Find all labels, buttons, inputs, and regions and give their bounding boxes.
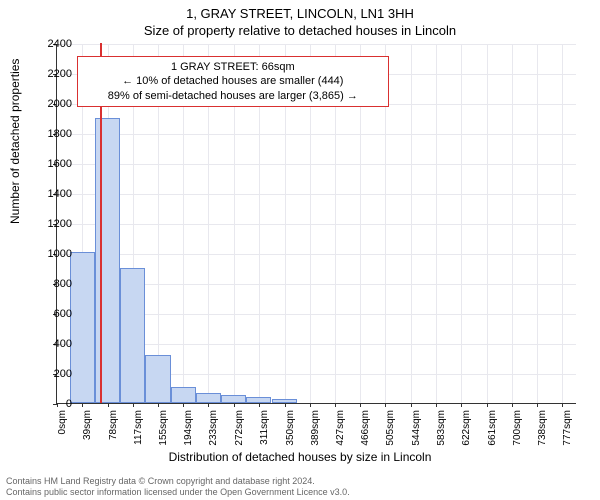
x-tick-label: 0sqm	[57, 410, 68, 434]
x-tick-label: 194sqm	[183, 410, 194, 446]
y-axis-label: Number of detached properties	[8, 59, 22, 224]
x-tick-label: 311sqm	[259, 410, 270, 445]
histogram-bar	[171, 387, 196, 404]
x-tick-label: 466sqm	[360, 410, 371, 446]
y-tick-label: 1800	[32, 128, 72, 140]
x-tick-label: 622sqm	[461, 410, 472, 446]
x-tick-label: 350sqm	[285, 410, 296, 446]
x-tick-label: 505sqm	[385, 410, 396, 446]
chart-title-sub: Size of property relative to detached ho…	[0, 21, 600, 38]
histogram-bar	[246, 397, 271, 403]
x-tick-label: 738sqm	[537, 410, 548, 446]
footer-line2: Contains public sector information licen…	[6, 487, 350, 498]
histogram-bar	[196, 393, 221, 404]
y-tick-label: 1000	[32, 248, 72, 260]
x-axis-label: Distribution of detached houses by size …	[0, 450, 600, 464]
y-tick-label: 2400	[32, 38, 72, 50]
y-tick-label: 800	[32, 278, 72, 290]
histogram-bar	[221, 395, 246, 403]
x-tick-label: 78sqm	[108, 410, 119, 440]
footer-line1: Contains HM Land Registry data © Crown c…	[6, 476, 350, 487]
y-tick-label: 2200	[32, 68, 72, 80]
y-tick-label: 1400	[32, 188, 72, 200]
y-tick-label: 200	[32, 368, 72, 380]
annotation-line2: ← 10% of detached houses are smaller (44…	[84, 74, 382, 88]
y-tick-label: 600	[32, 308, 72, 320]
histogram-bar	[70, 252, 95, 404]
x-tick-label: 427sqm	[335, 410, 346, 446]
histogram-bar	[95, 118, 120, 403]
histogram-bar	[145, 355, 170, 403]
histogram-bar	[272, 399, 297, 404]
annotation-box: 1 GRAY STREET: 66sqm ← 10% of detached h…	[77, 56, 389, 107]
x-tick-label: 777sqm	[562, 410, 573, 446]
x-tick-label: 39sqm	[82, 410, 93, 440]
x-tick-label: 583sqm	[436, 410, 447, 446]
y-tick-label: 2000	[32, 98, 72, 110]
x-tick-label: 700sqm	[512, 410, 523, 446]
x-tick-label: 389sqm	[310, 410, 321, 446]
y-tick-label: 1600	[32, 158, 72, 170]
x-tick-label: 155sqm	[158, 410, 169, 446]
x-tick-label: 272sqm	[234, 410, 245, 446]
y-tick-label: 0	[32, 398, 72, 410]
x-tick-label: 117sqm	[133, 410, 144, 445]
x-tick-label: 661sqm	[487, 410, 498, 446]
histogram-bar	[120, 268, 145, 403]
chart-area: 0sqm39sqm78sqm117sqm155sqm194sqm233sqm27…	[56, 44, 576, 404]
chart-title-main: 1, GRAY STREET, LINCOLN, LN1 3HH	[0, 0, 600, 21]
x-tick-label: 544sqm	[411, 410, 422, 446]
annotation-line3: 89% of semi-detached houses are larger (…	[84, 89, 382, 103]
annotation-line1: 1 GRAY STREET: 66sqm	[84, 60, 382, 74]
x-tick-label: 233sqm	[208, 410, 219, 446]
footer-attribution: Contains HM Land Registry data © Crown c…	[6, 476, 350, 498]
y-tick-label: 1200	[32, 218, 72, 230]
y-tick-label: 400	[32, 338, 72, 350]
